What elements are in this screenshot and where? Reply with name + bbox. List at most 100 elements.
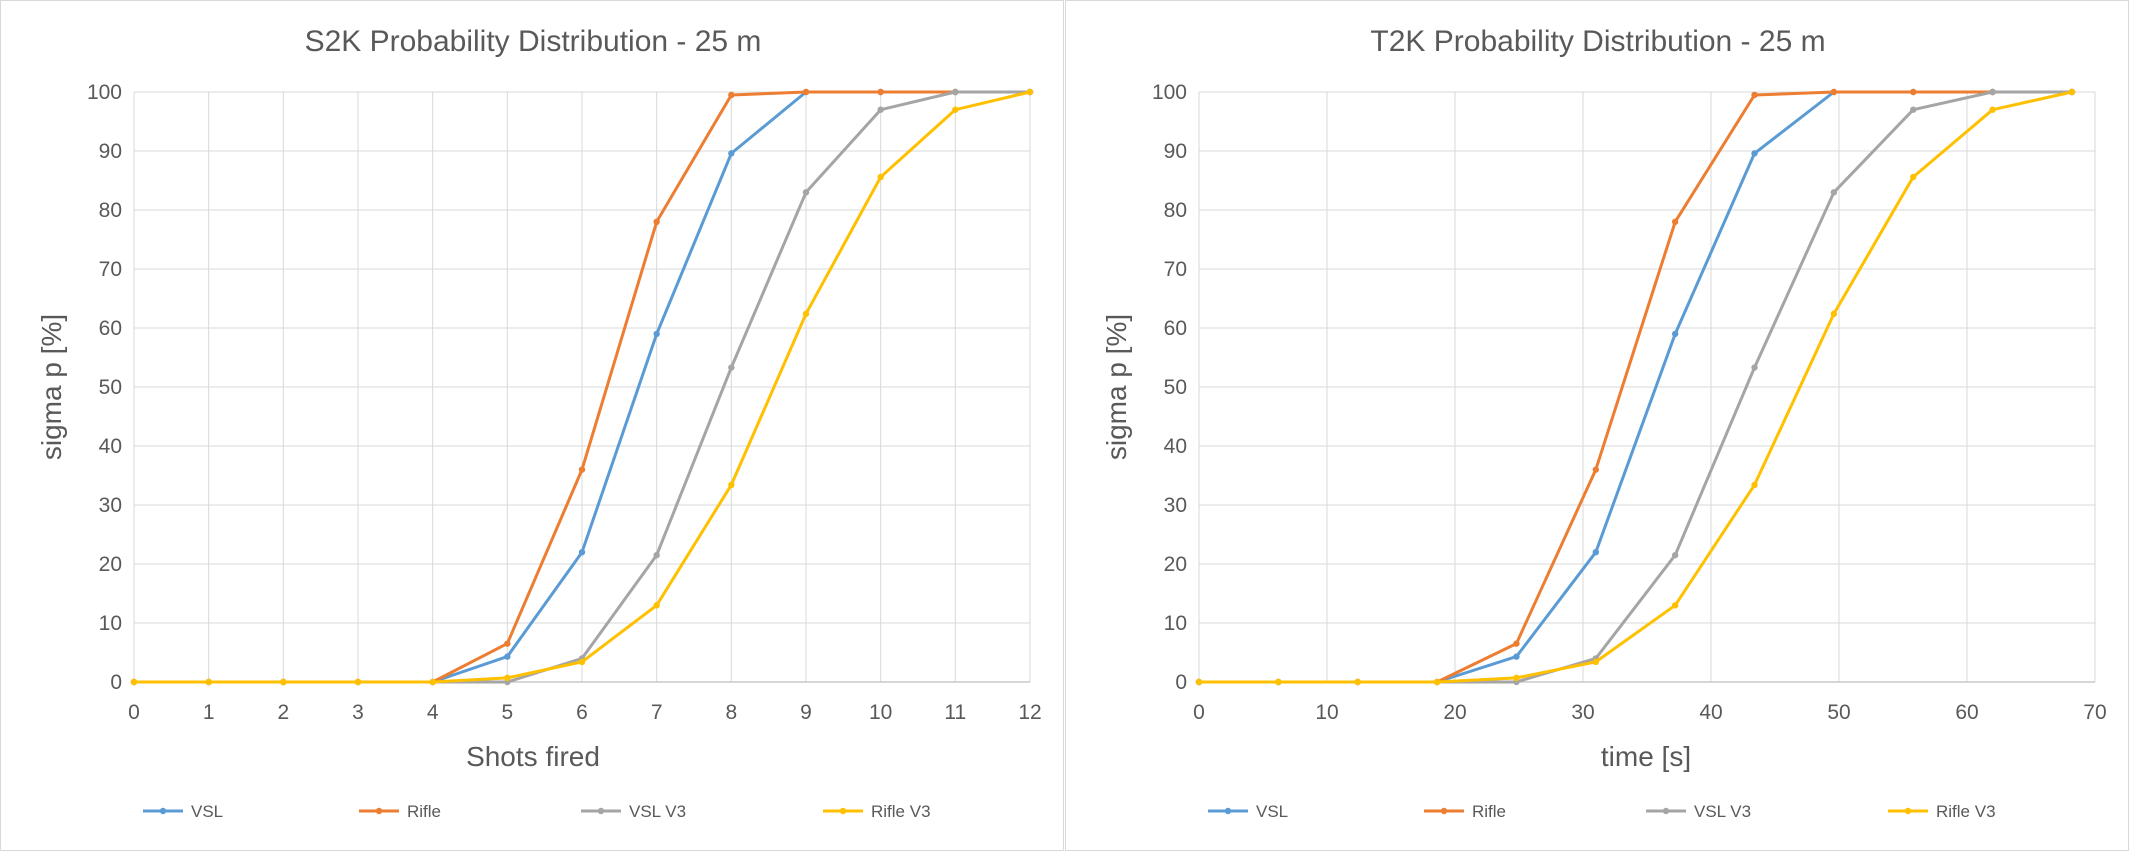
t2k-chart-panel: T2K Probability Distribution - 25 m time… [1065,0,2129,851]
legend-label: VSL V3 [1694,802,1751,821]
legend-marker [1904,807,1912,815]
data-point [504,653,511,660]
y-tick-label: 70 [1164,258,1187,281]
t2k-chart-svg: T2K Probability Distribution - 25 m time… [1101,25,2107,821]
data-point [1671,551,1679,559]
data-point [1671,330,1679,338]
data-point [1751,91,1758,99]
data-point [728,91,735,99]
x-tick-label: 2 [277,701,289,724]
legend-marker [375,807,383,815]
plot-area: 0 10 20 30 40 50 60 70 80 90 100 0 10 20 30 40 50 60 70 [1152,81,2107,724]
y-axis-title: sigma p [%] [36,314,67,460]
data-point [1592,549,1599,556]
data-point [578,466,586,473]
y-axis-title: sigma p [%] [1101,314,1132,460]
chart-title: T2K Probability Distribution - 25 m [1370,25,1825,58]
x-tick-label: 11 [944,701,966,724]
x-tick-label: 4 [427,701,439,724]
data-point [130,678,138,686]
x-tick-label: 50 [1827,701,1850,724]
data-point [952,106,959,113]
data-point [1989,88,1996,96]
y-tick-label: 90 [99,140,122,163]
x-tick-label: 70 [2083,701,2106,724]
data-point [653,218,660,225]
data-point [877,106,884,113]
x-tick-label: 10 [869,701,892,724]
legend-label: Rifle V3 [871,802,931,821]
x-tick-label: 8 [725,701,737,724]
data-point [1671,218,1679,225]
x-tick-label: 1 [203,701,215,724]
data-point [1195,678,1203,686]
data-point [504,674,511,682]
y-tick-label: 40 [1164,435,1187,458]
legend-marker [159,807,167,815]
y-tick-label: 20 [1164,553,1187,576]
data-point [877,88,884,96]
series-line-rifle-v3 [1199,90,2073,684]
data-point [354,678,362,686]
data-point [728,481,735,489]
data-point [504,640,511,647]
y-tick-label: 80 [99,199,122,222]
legend-label: Rifle [1472,802,1506,821]
legend-marker [1224,807,1232,815]
legend-marker [839,807,847,815]
data-point [1592,466,1599,473]
data-point [802,310,810,318]
data-point [429,678,436,686]
s2k-chart-panel: S2K Probability Distribution - 25 m Shot… [0,0,1064,851]
data-point [578,658,586,666]
y-tick-label: 50 [1164,376,1187,399]
data-point [1910,173,1917,181]
s2k-chart-svg: S2K Probability Distribution - 25 m Shot… [36,25,1042,821]
data-point [1830,189,1838,196]
data-point [205,678,212,686]
x-tick-label: 3 [352,701,364,724]
legend: VSL Rifle VSL V3 Rifle V3 [143,802,931,821]
x-tick-label: 30 [1571,701,1594,724]
data-point [1910,88,1917,96]
legend-label: VSL [191,802,223,821]
x-tick-label: 60 [1955,701,1978,724]
data-point [653,602,660,609]
legend-label: VSL V3 [629,802,686,821]
data-point [653,551,660,559]
legend-label: VSL [1256,802,1288,821]
x-tick-label: 40 [1699,701,1722,724]
data-point [1592,658,1599,666]
data-point [1275,678,1282,686]
y-tick-label: 90 [1164,140,1187,163]
x-tick-label: 20 [1443,701,1466,724]
data-point [1751,150,1758,157]
y-tick-label: 40 [99,435,122,458]
data-point [728,364,735,371]
legend-marker [597,807,605,815]
x-tick-label: 12 [1018,701,1041,724]
data-point [952,88,959,96]
x-tick-label: 0 [1193,701,1205,724]
y-tick-label: 30 [1164,494,1187,517]
x-axis-title: time [s] [1601,741,1691,772]
legend: VSL Rifle VSL V3 Rifle V3 [1208,802,1996,821]
data-point [728,150,735,157]
data-point [1433,678,1441,686]
y-tick-label: 100 [87,81,122,104]
y-tick-label: 100 [1152,81,1187,104]
x-tick-label: 5 [501,701,513,724]
legend-marker [1440,807,1448,815]
data-point [1830,310,1838,318]
chart-title: S2K Probability Distribution - 25 m [305,25,762,58]
y-tick-label: 10 [1164,612,1187,635]
data-point [1830,88,1838,96]
data-point [877,173,884,181]
legend-label: Rifle V3 [1936,802,1996,821]
y-tick-label: 70 [99,258,122,281]
data-point [802,189,810,196]
data-point [1513,640,1520,647]
data-point [1513,674,1520,682]
